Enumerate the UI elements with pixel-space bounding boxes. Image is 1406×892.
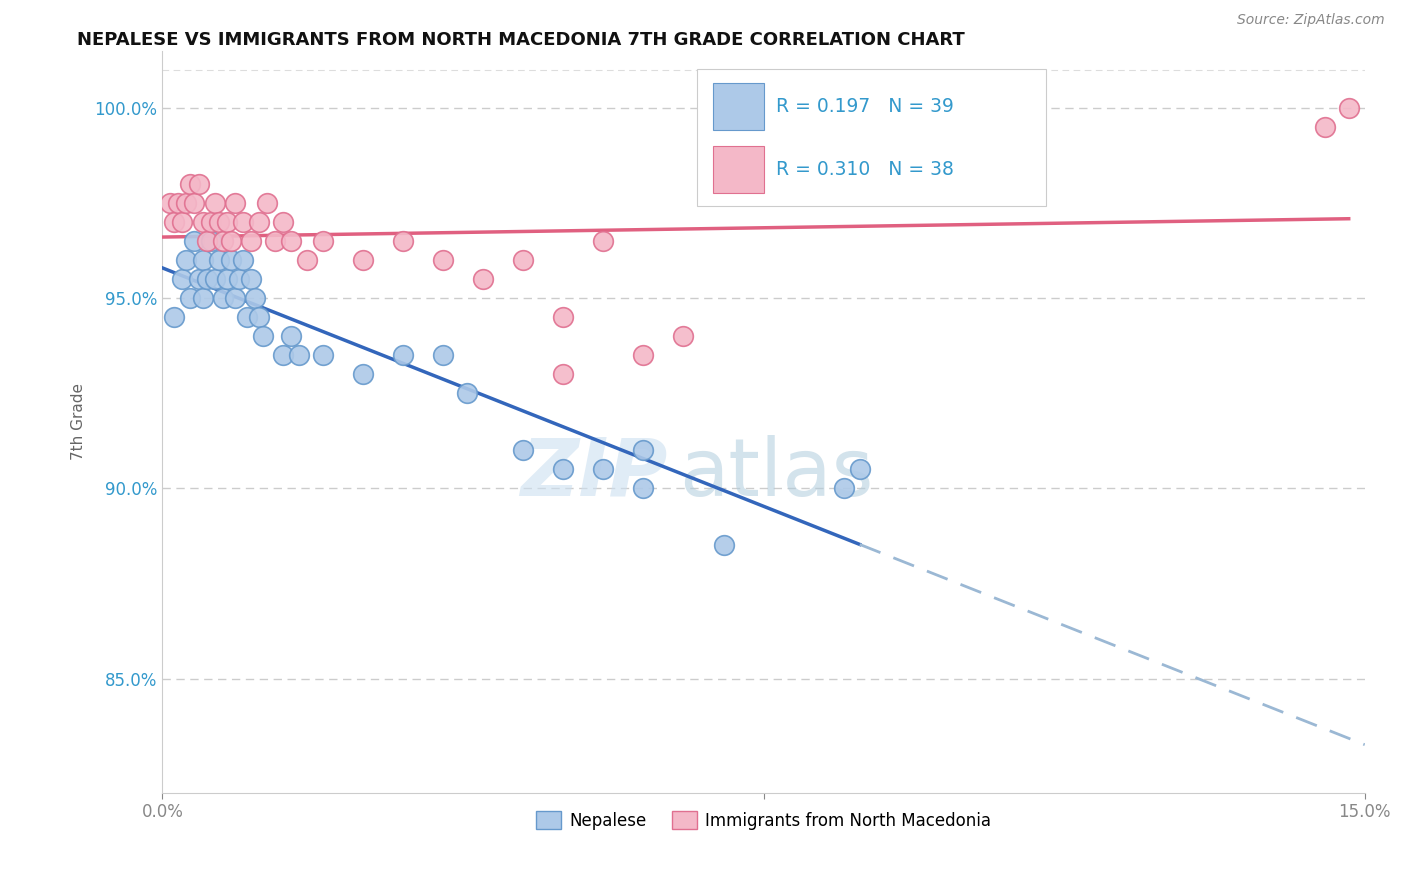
Point: [263, 234, 285, 248]
Text: NEPALESE VS IMMIGRANTS FROM NORTH MACEDONIA 7TH GRADE CORRELATION CHART: NEPALESE VS IMMIGRANTS FROM NORTH MACEDO…: [77, 31, 965, 49]
Point: [211, 234, 233, 248]
Point: [592, 234, 614, 248]
Point: [553, 367, 575, 381]
Point: [224, 195, 246, 210]
Point: [633, 348, 655, 362]
Point: [195, 272, 218, 286]
Point: [224, 291, 246, 305]
Point: [312, 348, 335, 362]
Y-axis label: 7th Grade: 7th Grade: [72, 384, 86, 460]
Point: [247, 310, 270, 324]
Point: [232, 252, 254, 267]
Point: [432, 252, 454, 267]
Point: [271, 215, 294, 229]
Point: [183, 195, 205, 210]
Point: [232, 215, 254, 229]
Point: [204, 272, 226, 286]
Point: [295, 252, 318, 267]
Point: [352, 252, 374, 267]
Text: Source: ZipAtlas.com: Source: ZipAtlas.com: [1237, 13, 1385, 28]
Point: [172, 215, 194, 229]
Point: [252, 329, 274, 343]
FancyBboxPatch shape: [713, 145, 763, 194]
Point: [553, 310, 575, 324]
Point: [176, 195, 198, 210]
Point: [553, 462, 575, 476]
Point: [312, 234, 335, 248]
Point: [215, 272, 238, 286]
Point: [432, 348, 454, 362]
Point: [211, 291, 233, 305]
Point: [179, 177, 201, 191]
FancyBboxPatch shape: [713, 83, 763, 130]
Point: [456, 386, 478, 401]
Point: [183, 234, 205, 248]
Point: [512, 252, 534, 267]
Point: [832, 481, 855, 495]
Point: [191, 215, 214, 229]
Point: [179, 291, 201, 305]
Point: [195, 234, 218, 248]
Point: [392, 234, 415, 248]
Point: [204, 195, 226, 210]
Point: [159, 195, 181, 210]
Point: [633, 443, 655, 458]
Point: [352, 367, 374, 381]
Point: [849, 462, 872, 476]
FancyBboxPatch shape: [697, 70, 1046, 206]
Point: [200, 234, 222, 248]
Text: atlas: atlas: [679, 434, 873, 513]
Point: [167, 195, 190, 210]
Point: [187, 177, 209, 191]
Text: R = 0.197   N = 39: R = 0.197 N = 39: [776, 97, 953, 116]
Point: [207, 252, 229, 267]
Point: [191, 252, 214, 267]
Point: [176, 252, 198, 267]
Point: [243, 291, 266, 305]
Point: [163, 310, 186, 324]
Point: [228, 272, 250, 286]
Point: [392, 348, 415, 362]
Point: [163, 215, 186, 229]
Point: [191, 291, 214, 305]
Point: [200, 215, 222, 229]
Point: [713, 538, 735, 552]
Text: R = 0.310   N = 38: R = 0.310 N = 38: [776, 160, 953, 179]
Point: [672, 329, 695, 343]
Point: [472, 272, 495, 286]
Text: ZIP: ZIP: [520, 434, 668, 513]
Point: [280, 329, 302, 343]
Point: [247, 215, 270, 229]
Point: [271, 348, 294, 362]
Point: [1313, 120, 1336, 134]
Point: [187, 272, 209, 286]
Point: [287, 348, 309, 362]
Point: [215, 215, 238, 229]
Point: [1337, 101, 1360, 115]
Point: [219, 252, 242, 267]
Point: [239, 234, 262, 248]
Point: [592, 462, 614, 476]
Point: [256, 195, 278, 210]
Point: [219, 234, 242, 248]
Point: [512, 443, 534, 458]
Point: [280, 234, 302, 248]
Point: [207, 215, 229, 229]
Point: [239, 272, 262, 286]
Point: [633, 481, 655, 495]
Point: [235, 310, 257, 324]
Legend: Nepalese, Immigrants from North Macedonia: Nepalese, Immigrants from North Macedoni…: [530, 805, 998, 837]
Point: [172, 272, 194, 286]
